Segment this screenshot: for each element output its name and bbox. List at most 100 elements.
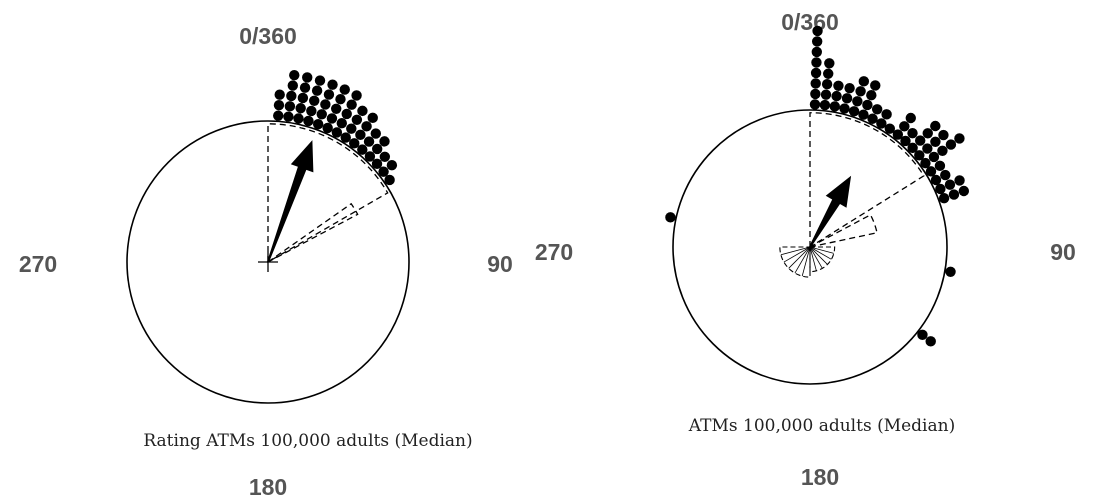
data-dot (876, 118, 887, 129)
data-dot (831, 90, 842, 102)
data-dot (283, 111, 294, 122)
data-dot (945, 266, 956, 277)
data-dot (858, 76, 870, 87)
data-dot (311, 85, 323, 96)
data-dot (938, 129, 949, 141)
data-dot (331, 103, 342, 115)
data-dot (920, 157, 931, 169)
data-dot (327, 79, 338, 90)
label-north: 0/360 (239, 23, 297, 49)
data-dot (339, 84, 350, 95)
data-dot (930, 120, 941, 132)
data-dot (907, 142, 918, 154)
data-dot (922, 128, 933, 139)
data-dot (954, 175, 965, 186)
data-dot (934, 160, 946, 172)
data-dot (810, 88, 821, 100)
data-dot (378, 166, 389, 177)
data-dot (314, 75, 326, 86)
data-dot (340, 132, 351, 143)
data-dot (809, 99, 821, 110)
rose-spoke (780, 246, 811, 256)
data-dot (811, 46, 823, 58)
rose-spoke (788, 246, 811, 269)
data-dot (844, 82, 855, 94)
data-dot (287, 80, 298, 91)
data-dot (915, 135, 926, 146)
data-dot (810, 67, 822, 79)
data-dot (295, 103, 306, 114)
data-dot (274, 89, 285, 100)
label-west: 270 (535, 239, 573, 265)
data-dot (821, 79, 833, 90)
data-dot (355, 129, 366, 141)
data-dot (665, 212, 676, 223)
data-dot (303, 115, 314, 127)
data-dot (823, 68, 834, 79)
rose-spoke (809, 246, 823, 269)
data-dot (379, 151, 391, 163)
rose-spoke (809, 246, 828, 265)
data-dot (839, 103, 850, 114)
data-dot (273, 110, 284, 121)
data-dot (349, 138, 360, 149)
data-dot (935, 183, 946, 195)
data-dot (870, 80, 881, 91)
data-dot (852, 96, 863, 107)
data-dot (810, 78, 821, 89)
data-dot (938, 192, 950, 204)
data-dot (370, 128, 381, 139)
data-dot (811, 36, 823, 47)
data-dot (930, 174, 942, 186)
data-dot (867, 113, 878, 124)
data-dot (364, 151, 376, 162)
data-dot (937, 145, 948, 156)
data-dot (881, 109, 892, 120)
data-dot (346, 99, 357, 110)
data-dot (824, 58, 835, 69)
rose-spoke (794, 246, 811, 274)
data-dot (351, 114, 363, 125)
rose-spoke (801, 246, 811, 277)
rose-petal (779, 246, 811, 278)
data-dot (336, 118, 347, 129)
data-dot (320, 99, 331, 110)
data-dot (323, 89, 335, 100)
data-dot (286, 90, 297, 102)
data-dot (829, 101, 840, 112)
data-dot (925, 166, 937, 177)
label-west: 270 (19, 251, 57, 277)
data-dot (855, 86, 866, 97)
data-dot (954, 133, 965, 144)
label-east: 90 (1050, 239, 1076, 265)
data-dot (948, 189, 960, 200)
data-dot (316, 109, 327, 120)
label-east: 90 (487, 251, 513, 277)
data-dot (811, 57, 822, 68)
data-dot (357, 105, 368, 117)
circular-plot-right: 0/360 90 180 270 ATMs 100,000 adults (Me… (535, 9, 1076, 490)
data-dot (312, 118, 324, 130)
unit-circle (672, 109, 948, 385)
data-dot (293, 113, 304, 124)
label-south: 180 (249, 474, 287, 500)
data-dot (357, 144, 368, 155)
data-dot (331, 127, 343, 138)
data-dot (379, 136, 390, 147)
data-dot (819, 99, 831, 111)
data-dot (914, 150, 925, 161)
chart-caption: ATMs 100,000 adults (Median) (688, 416, 955, 436)
data-dot (905, 112, 916, 124)
data-dot (351, 90, 362, 101)
data-dot (907, 127, 918, 139)
data-dot (326, 113, 338, 124)
mean-direction-arrow (809, 175, 852, 248)
data-dot (848, 106, 860, 117)
data-dot (871, 104, 883, 115)
data-dot (820, 89, 832, 100)
data-dot (944, 179, 956, 190)
circular-plot-left: 0/360 90 180 270 Rating ATMs 100,000 adu… (19, 23, 513, 500)
data-dot (371, 158, 383, 170)
data-dot (900, 135, 911, 147)
